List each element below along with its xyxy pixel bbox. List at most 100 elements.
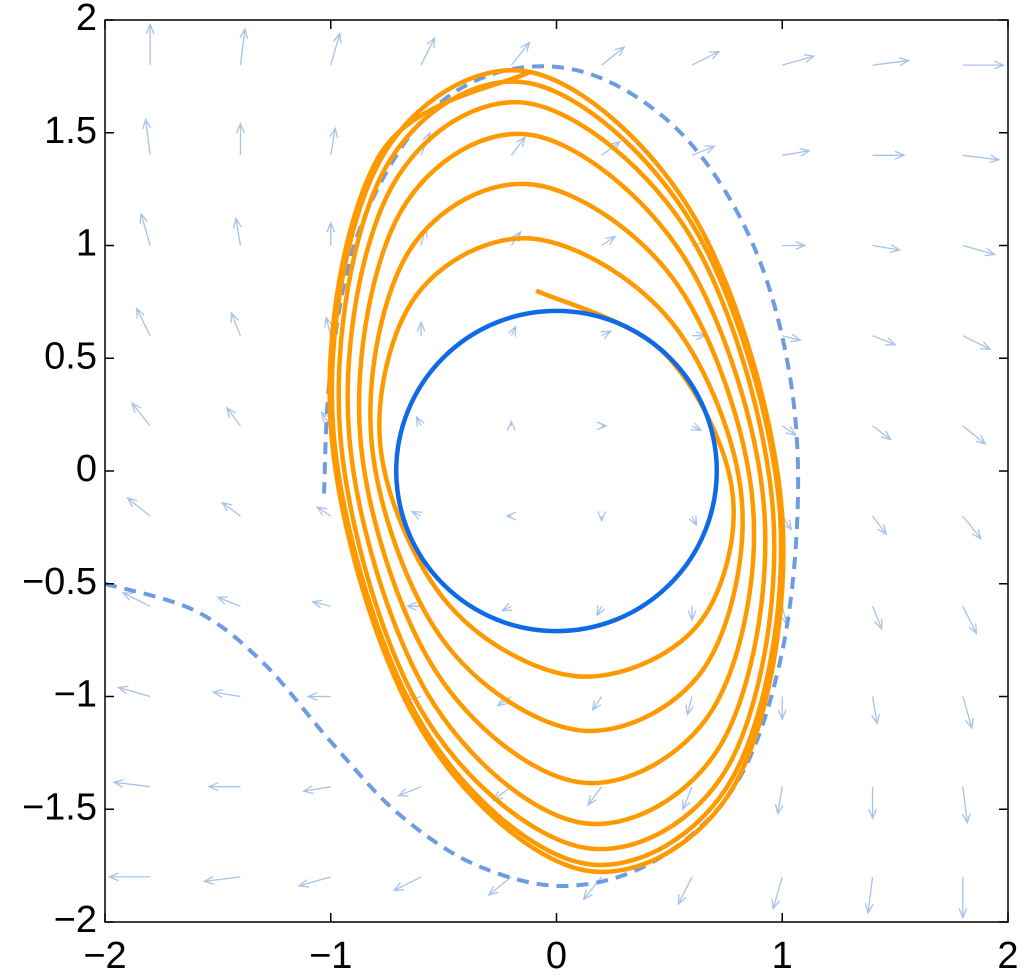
x-tick-label: 0 (546, 935, 567, 977)
vector-arrow (962, 60, 1006, 70)
x-tick-label: −1 (309, 935, 352, 977)
vector-arrow (131, 402, 151, 427)
vector-arrow (487, 876, 512, 896)
vector-arrow (774, 786, 784, 816)
vector-arrow (962, 606, 978, 635)
vector-arrow (601, 46, 626, 66)
y-tick-label: 1 (76, 223, 97, 265)
vector-arrow (872, 515, 888, 536)
vector-arrow (211, 689, 241, 698)
vector-arrow (596, 421, 608, 431)
vector-arrow (306, 692, 331, 701)
vector-arrow (782, 241, 807, 250)
vector-arrow (958, 876, 968, 920)
vector-arrow (872, 150, 906, 160)
limit-circle (393, 308, 720, 634)
vector-arrow (392, 876, 422, 892)
vector-arrow (507, 325, 517, 337)
vector-arrow (690, 422, 703, 432)
vector-arrow (771, 876, 783, 911)
vector-arrow (405, 601, 422, 611)
vector-arrow (329, 126, 339, 156)
vector-arrow (311, 599, 331, 609)
vector-arrow (112, 778, 151, 788)
vector-arrow (420, 36, 436, 66)
vector-arrow (221, 501, 241, 517)
y-tick-label: 0.5 (44, 335, 97, 377)
vector-arrow (232, 216, 242, 246)
vector-arrow (107, 872, 151, 882)
vector-arrow (961, 786, 971, 825)
vector-arrow (116, 685, 151, 698)
vector-arrow (685, 696, 694, 717)
vector-arrow (302, 785, 331, 795)
trajectory (327, 68, 786, 875)
vector-arrow (871, 606, 883, 631)
plot-area (105, 22, 1006, 920)
vector-arrow (145, 22, 155, 66)
vector-arrow (239, 27, 249, 66)
vector-arrow (691, 50, 721, 66)
vector-arrow (872, 335, 897, 346)
vector-arrow (139, 212, 151, 246)
y-tick-label: 0 (76, 448, 97, 490)
vector-arrow (510, 41, 531, 66)
vector-arrow (126, 497, 151, 517)
vector-arrow (600, 330, 613, 340)
vector-arrow (872, 57, 911, 67)
vector-arrow (872, 425, 892, 441)
vector-arrow (225, 406, 241, 427)
vector-arrow (315, 506, 332, 517)
vector-arrow (216, 596, 241, 607)
vector-arrow (415, 415, 425, 427)
y-tick-label: −0.5 (22, 561, 97, 603)
vector-arrow (416, 320, 426, 336)
vector-arrow (962, 425, 987, 445)
vector-arrow (962, 154, 1001, 164)
vector-arrow (687, 606, 697, 622)
vector-arrow (962, 696, 974, 730)
x-tick-label: 2 (997, 935, 1018, 977)
x-tick-label: −2 (83, 935, 126, 977)
vector-arrow (688, 515, 698, 527)
vector-arrow (506, 419, 516, 431)
vector-arrow (962, 515, 982, 540)
y-tick-label: −2 (54, 899, 97, 941)
vector-arrow (872, 244, 902, 253)
vector-arrow (782, 147, 811, 157)
vector-arrow (505, 511, 517, 521)
vector-arrow (330, 31, 342, 66)
vector-arrow (591, 696, 603, 712)
vector-arrow (782, 333, 802, 343)
vector-arrow (596, 605, 606, 617)
vector-arrow (142, 117, 152, 156)
vector-arrow (864, 876, 874, 915)
y-tick-label: −1 (54, 674, 97, 716)
vector-arrow (202, 875, 241, 885)
vector-arrow (500, 602, 513, 612)
vector-arrow (682, 786, 693, 811)
vector-arrow (871, 696, 881, 726)
vector-arrow (235, 122, 245, 156)
y-tick-label: 2 (76, 0, 97, 39)
vector-arrow (297, 876, 331, 888)
vector-arrow (677, 876, 693, 906)
vector-arrow (326, 221, 336, 246)
vector-arrow (691, 145, 717, 156)
vector-arrow (410, 510, 423, 520)
vector-arrow (868, 786, 878, 820)
vector-arrow (230, 311, 242, 336)
vector-arrow (782, 54, 816, 66)
y-tick-label: 1.5 (44, 110, 97, 152)
x-tick-label: 1 (772, 935, 793, 977)
vector-arrow (135, 307, 151, 336)
y-tick-label: −1.5 (22, 786, 97, 828)
vector-arrow (962, 244, 997, 257)
vector-arrow (396, 786, 422, 797)
separatrix-curve (105, 64, 801, 888)
vector-arrow (597, 511, 607, 523)
vector-arrow (962, 335, 992, 350)
vector-arrow (781, 425, 798, 436)
vector-arrow (601, 235, 617, 247)
